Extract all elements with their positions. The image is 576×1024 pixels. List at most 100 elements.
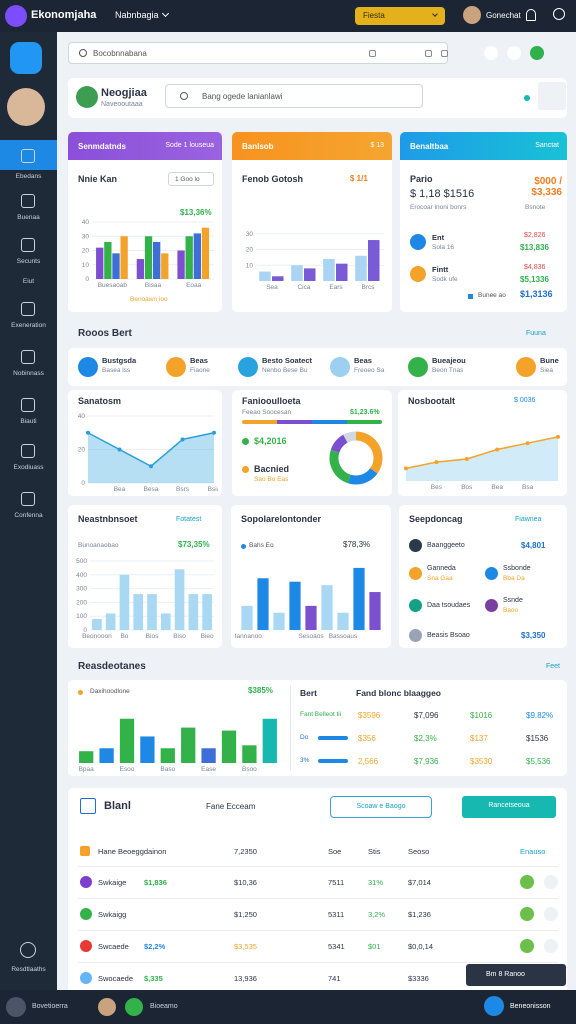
row-name[interactable]: Swkaigg [98,910,127,919]
tile-icon[interactable] [78,357,98,377]
user-icon[interactable] [553,8,565,20]
chart: 0 20 40 Bea Besa Bsrs Bsia [78,413,218,493]
y-tick-label: 20 [82,248,90,255]
row-icon [80,940,92,952]
card-title: Sanatosm [78,396,122,406]
bar [289,581,301,630]
nav-icon[interactable] [21,492,35,506]
row-badge: $2,2% [144,942,166,951]
nav-label[interactable]: Exeneration [11,322,46,329]
y-tick-label: 0 [81,480,85,487]
tile-title[interactable]: Bueajeou [432,356,466,365]
bar [241,605,253,630]
tile-icon[interactable] [408,357,428,377]
avatar [463,6,481,24]
nav-label[interactable]: Confenna [14,512,43,519]
tile-sub: Beon Tnas [432,367,464,374]
button[interactable]: Fiesta [355,7,445,25]
search-bar[interactable]: Bocobnnabana [68,42,448,64]
amount: $ 1,18 $1516 [410,188,475,200]
donut-segment [330,434,348,453]
primary-button[interactable]: Rancetseoua [462,796,556,818]
outline-button[interactable]: Scoaw e Baogo [330,796,432,818]
tool-button[interactable] [507,46,521,60]
status-more[interactable] [544,939,558,953]
bar [323,258,335,281]
profile-subtitle: Naveooutaaa [101,101,143,108]
item-label: Ssnde [503,597,523,604]
nav-label[interactable]: Biauti [20,418,37,425]
menu[interactable]: Nabnbagia [115,10,159,20]
item-icon [409,629,422,642]
tile-icon[interactable] [516,357,536,377]
nav-icon[interactable] [21,350,35,364]
y-tick-label: 200 [76,599,87,606]
row-name[interactable]: Swocaede [98,974,134,983]
card-title: Nosbootalt [408,396,455,406]
dropdown[interactable]: 1 Goo lo [168,172,214,186]
row-cell: 31% [368,878,384,887]
section-action[interactable]: Fuuna [526,330,546,337]
x-tick-label: Bsa [522,484,534,491]
nav-label[interactable]: Ebedans [15,173,42,180]
x-tick-label: Baso [160,766,175,773]
x-tick-label: Esoo [120,766,135,773]
legend-dot [242,438,249,445]
nav-label[interactable]: Eiut [22,278,35,285]
row-name[interactable]: Swcaede [98,942,129,951]
status-more[interactable] [544,907,558,921]
tile-icon[interactable] [330,357,350,377]
status-more[interactable] [544,875,558,889]
highlight: $ 1/1 [350,174,368,183]
nav-icon[interactable] [20,942,36,958]
bell-icon[interactable] [526,9,536,21]
section-action[interactable]: Feet [546,663,561,670]
button-label[interactable]: Scoaw e Baogo [356,803,406,810]
item-value2: $5,1336 [520,275,549,284]
avatar [7,88,45,126]
point [149,464,153,469]
bar [181,727,196,763]
tool-button[interactable] [530,46,544,60]
y-tick-label: 500 [76,558,87,565]
tool-button[interactable] [484,46,498,60]
tile-title[interactable]: Besto Soatect [262,356,313,365]
row-name[interactable]: Swkaige [98,878,127,887]
bar [242,745,257,763]
tile-icon[interactable] [238,357,258,377]
nav-label[interactable]: Exodiuass [13,464,44,471]
nav-label[interactable]: Buenaa [17,214,40,221]
nav-icon[interactable] [21,398,35,412]
nav-icon[interactable] [21,194,35,208]
x-tick-label: Bes [431,484,443,491]
bar [147,594,157,630]
card-header-action: $ 13 [370,142,384,149]
nav-icon[interactable] [21,302,35,316]
card-action[interactable]: Fiawnea [515,516,542,523]
nav-icon[interactable] [21,444,35,458]
action-label[interactable]: Beneonisson [510,1003,551,1010]
nav-icon[interactable] [21,238,35,252]
nav-label[interactable]: Resdtlaaths [11,966,46,973]
card-subtitle: Feeao Soocesan [242,409,292,416]
donut-segment [347,468,378,485]
chevron [161,9,170,18]
tile-title[interactable]: Bustgsda [102,356,137,365]
x-tick-label: Ears [329,284,343,291]
close-button[interactable] [538,82,566,110]
row-cell: $7,096 [414,711,439,720]
tile-icon[interactable] [166,357,186,377]
profile-search[interactable]: Bang ogede lanianlawi [165,84,423,108]
nav-label[interactable]: Secunts [16,258,41,265]
tile-title[interactable]: Beas [190,356,208,365]
divider [290,686,291,770]
tile-title[interactable]: Bune [540,356,559,365]
action-icon[interactable] [484,996,504,1016]
y-tick-label: 40 [78,413,86,420]
nav-icon[interactable] [21,149,35,163]
nav-label[interactable]: Nobinnass [13,370,44,377]
chart: 0 10 20 30 40 Buesaoab Bisaa Eoaa [82,219,214,289]
card-action[interactable]: Fotatest [176,516,202,523]
tile-title[interactable]: Beas [354,356,372,365]
button-label[interactable]: Rancetseoua [488,802,530,809]
